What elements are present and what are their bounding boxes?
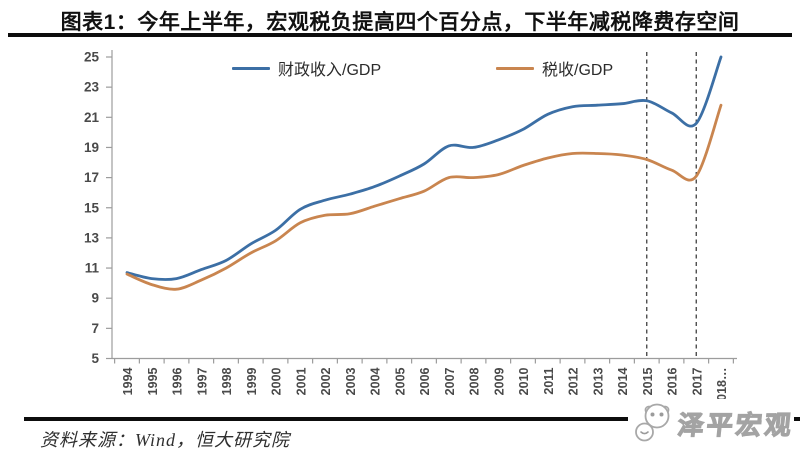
y-tick-label: 15 bbox=[84, 200, 100, 215]
x-tick-label: 2013 bbox=[591, 367, 605, 395]
x-tick-label: 2012 bbox=[567, 367, 581, 395]
x-tick-label: 2010 bbox=[517, 367, 531, 395]
x-tick-label: 2007 bbox=[443, 367, 457, 395]
y-tick-label: 23 bbox=[84, 80, 100, 95]
chart-title: 图表1：今年上半年，宏观税负提高四个百分点，下半年减税降费存空间 bbox=[60, 11, 740, 34]
legend-item-fiscal-revenue: 财政收入/GDP bbox=[232, 56, 381, 80]
y-tick-label: 21 bbox=[84, 110, 100, 125]
x-tick-label: 1999 bbox=[245, 367, 259, 395]
legend-item-tax: 税收/GDP bbox=[496, 56, 613, 80]
x-tick-label: 1995 bbox=[146, 367, 160, 395]
x-tick-label: 2014 bbox=[616, 367, 630, 395]
x-tick-label: 1997 bbox=[195, 367, 209, 395]
y-tick-label: 17 bbox=[84, 170, 99, 185]
x-tick-label: 2005 bbox=[393, 367, 407, 395]
x-tick-label: 2017 bbox=[690, 367, 704, 395]
brand-name: 泽平宏观 bbox=[676, 409, 796, 440]
x-tick-label: 2015 bbox=[641, 367, 655, 395]
x-tick-label: 2006 bbox=[418, 367, 432, 395]
x-tick-label: 2002 bbox=[319, 367, 333, 395]
y-tick-label: 25 bbox=[84, 50, 100, 65]
y-axis-ticks: 5 7 9 11 13 15 17 19 21 23 25 bbox=[84, 50, 112, 366]
annotation-dashed-lines bbox=[646, 52, 697, 359]
x-tick-label: 1998 bbox=[220, 367, 234, 395]
x-tick-label: 2016 bbox=[666, 367, 680, 395]
series-line-0 bbox=[125, 55, 723, 281]
x-tick-label: 2018… bbox=[715, 368, 729, 408]
x-tick-label: 1996 bbox=[171, 367, 185, 395]
legend-label-tax: 税收/GDP bbox=[542, 62, 614, 79]
x-tick-label: 2003 bbox=[344, 367, 358, 395]
x-tick-label: 2011 bbox=[542, 367, 556, 394]
x-tick-label: 2008 bbox=[468, 367, 482, 395]
y-tick-label: 11 bbox=[85, 261, 100, 276]
x-tick-label: 2009 bbox=[492, 367, 506, 395]
y-tick-label: 9 bbox=[91, 291, 99, 306]
footer-divider bbox=[24, 417, 800, 421]
x-tick-label: 2004 bbox=[369, 367, 383, 395]
x-tick-label: 2001 bbox=[294, 367, 308, 395]
source-note: 资料来源：Wind，恒大研究院 bbox=[40, 430, 291, 450]
title-divider bbox=[8, 33, 792, 37]
legend-line-orange bbox=[496, 66, 534, 70]
brand-watermark: 泽平宏观 bbox=[627, 399, 796, 447]
x-tick-label: 1994 bbox=[121, 367, 135, 395]
x-axis-ticks: 1994 1995 1996 1997 1998 1999 2000 2001 2002 2003… bbox=[114, 358, 734, 408]
panda-mascot-icon bbox=[635, 403, 670, 442]
y-tick-label: 13 bbox=[84, 230, 100, 245]
y-tick-label: 7 bbox=[91, 321, 99, 336]
x-tick-label: 2000 bbox=[270, 367, 284, 395]
axes bbox=[111, 50, 737, 360]
series-line-1 bbox=[125, 103, 723, 291]
y-tick-label: 5 bbox=[91, 351, 99, 366]
legend-label-fiscal-revenue: 财政收入/GDP bbox=[278, 62, 382, 79]
legend-line-blue bbox=[232, 66, 270, 70]
y-tick-label: 19 bbox=[84, 140, 99, 155]
